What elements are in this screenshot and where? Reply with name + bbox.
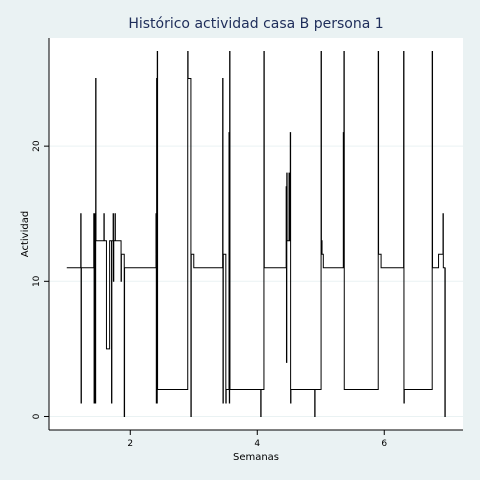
plot-area xyxy=(49,38,463,430)
y-tick-label: 10 xyxy=(32,275,42,287)
x-axis-label: Semanas xyxy=(233,452,279,463)
series-line xyxy=(66,51,446,417)
chart-title: Histórico actividad casa B persona 1 xyxy=(128,16,383,32)
grid xyxy=(49,145,463,417)
series-layer xyxy=(66,51,446,417)
y-tick-label: 20 xyxy=(32,140,42,152)
x-tick-label: 6 xyxy=(381,439,387,449)
x-tick-label: 2 xyxy=(127,439,133,449)
y-tick-label: 0 xyxy=(32,413,42,419)
x-tick-label: 4 xyxy=(254,439,260,449)
axes: 0 10 20 2 4 6 xyxy=(32,38,463,449)
y-axis-label: Actividad xyxy=(20,211,31,257)
